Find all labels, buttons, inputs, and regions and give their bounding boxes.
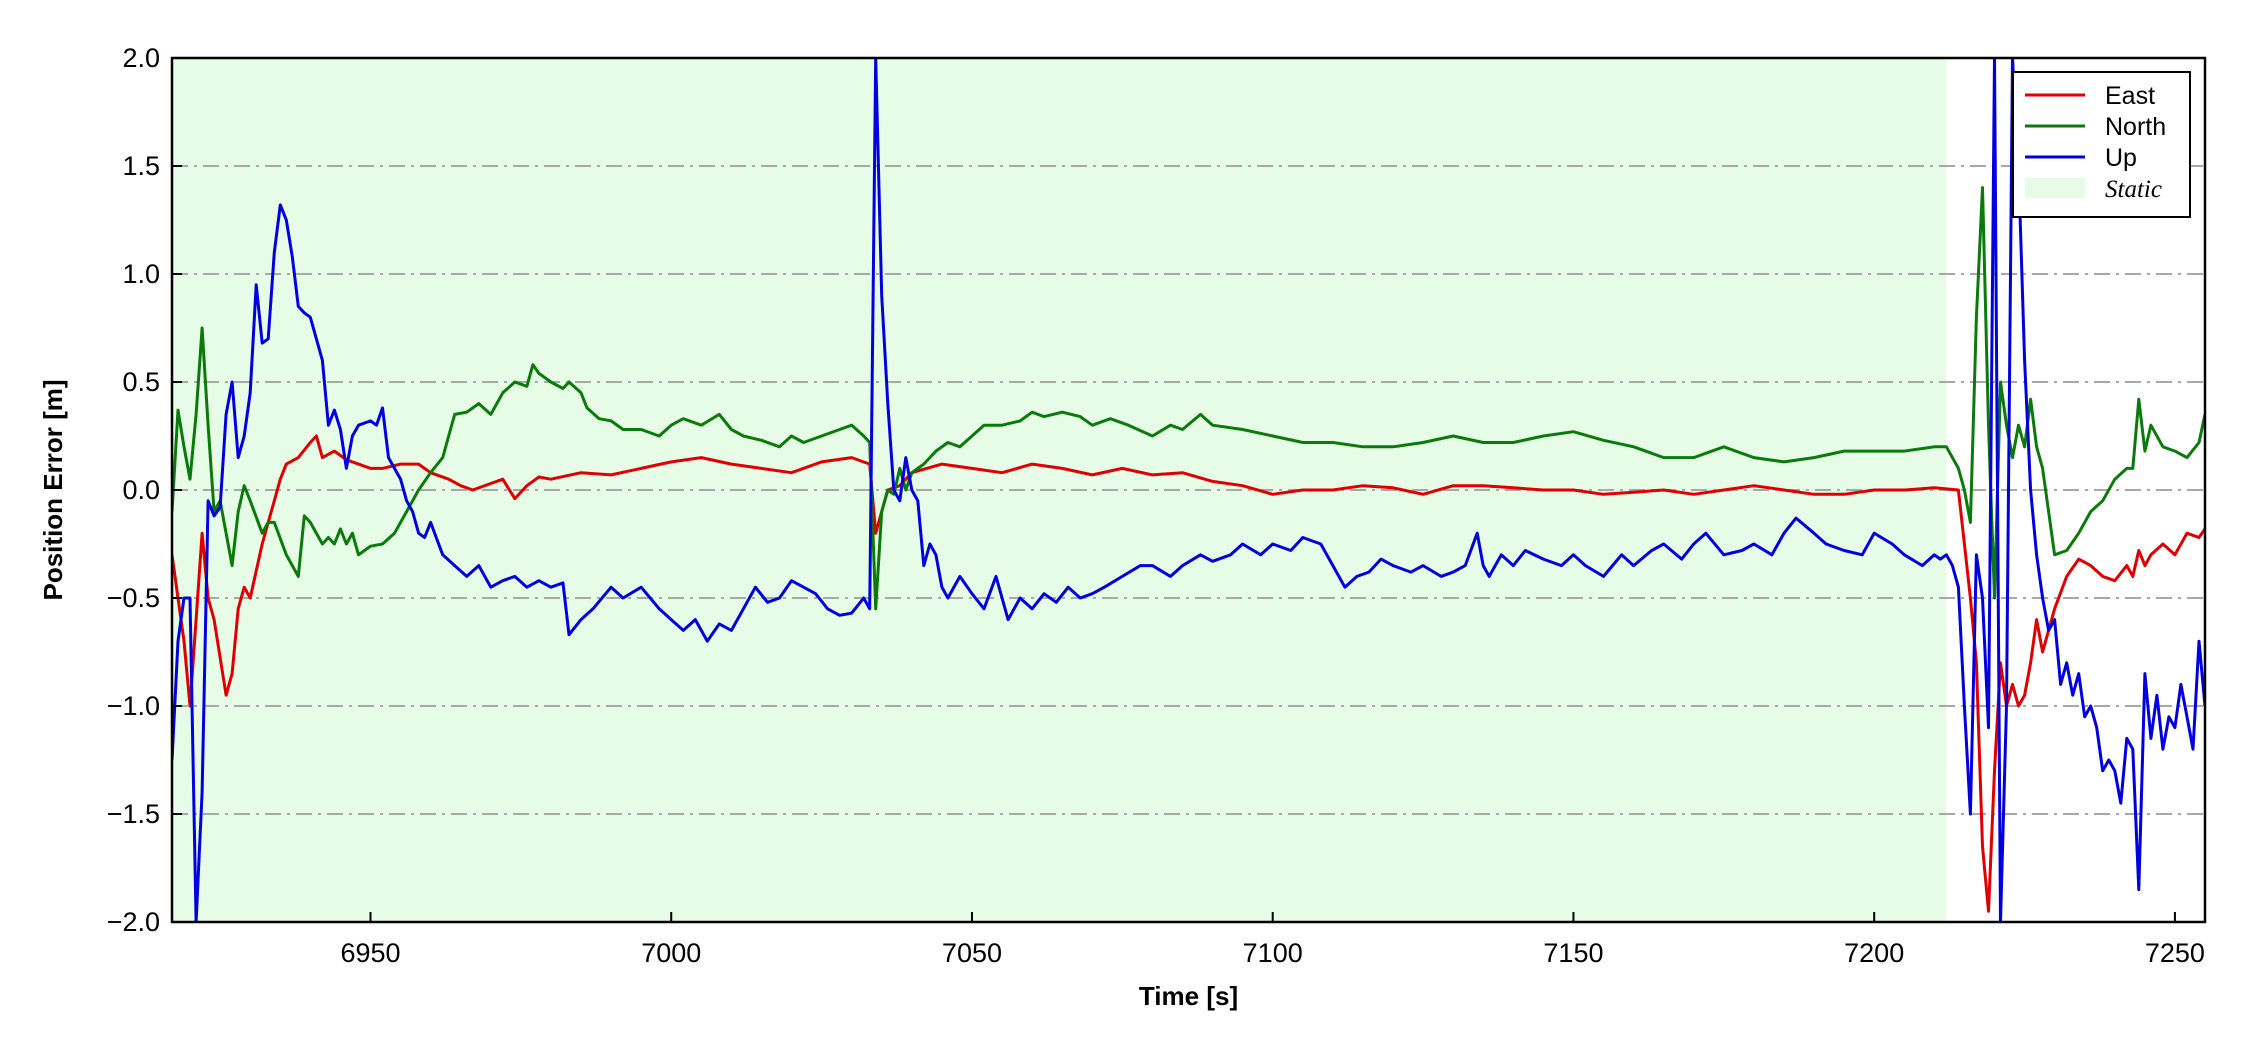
y-tick-label: 0.0 — [122, 475, 160, 505]
legend-label-east: East — [2105, 82, 2155, 110]
legend-label-static: Static — [2105, 176, 2162, 203]
static-region — [172, 58, 1947, 922]
legend: East North Up Static — [2012, 71, 2191, 218]
series-layer — [172, 58, 2205, 922]
y-tick-label: −1.5 — [107, 799, 160, 829]
series-line-up — [172, 58, 2205, 922]
y-tick-label: 2.0 — [122, 43, 160, 73]
x-tick-label: 7050 — [942, 938, 1002, 968]
y-tick-label: −0.5 — [107, 583, 160, 613]
grid-layer — [172, 165, 2205, 815]
x-tick-label: 6950 — [340, 938, 400, 968]
x-tick-label: 7100 — [1243, 938, 1303, 968]
static-region-layer — [172, 58, 1947, 922]
legend-swatch-static — [2025, 178, 2085, 198]
x-tick-label: 7200 — [1844, 938, 1904, 968]
y-tick-label: 0.5 — [122, 367, 160, 397]
legend-label-up: Up — [2105, 144, 2137, 172]
legend-label-north: North — [2105, 113, 2166, 141]
y-tick-label: −1.0 — [107, 691, 160, 721]
y-tick-label: −2.0 — [107, 907, 160, 937]
y-tick-label: 1.5 — [122, 151, 160, 181]
x-tick-label: 7150 — [1543, 938, 1603, 968]
x-axis-title: Time [s] — [1139, 981, 1238, 1011]
x-tick-label: 7250 — [2145, 938, 2205, 968]
tick-layer: 6950 7000 7050 7100 7150 7200 7250 −2.0 −1.5 −1.0… — [107, 43, 2205, 968]
y-tick-label: 1.0 — [122, 259, 160, 289]
y-axis-title: Position Error [m] — [38, 379, 68, 600]
series-line-east — [172, 434, 2205, 913]
x-tick-label: 7000 — [641, 938, 701, 968]
